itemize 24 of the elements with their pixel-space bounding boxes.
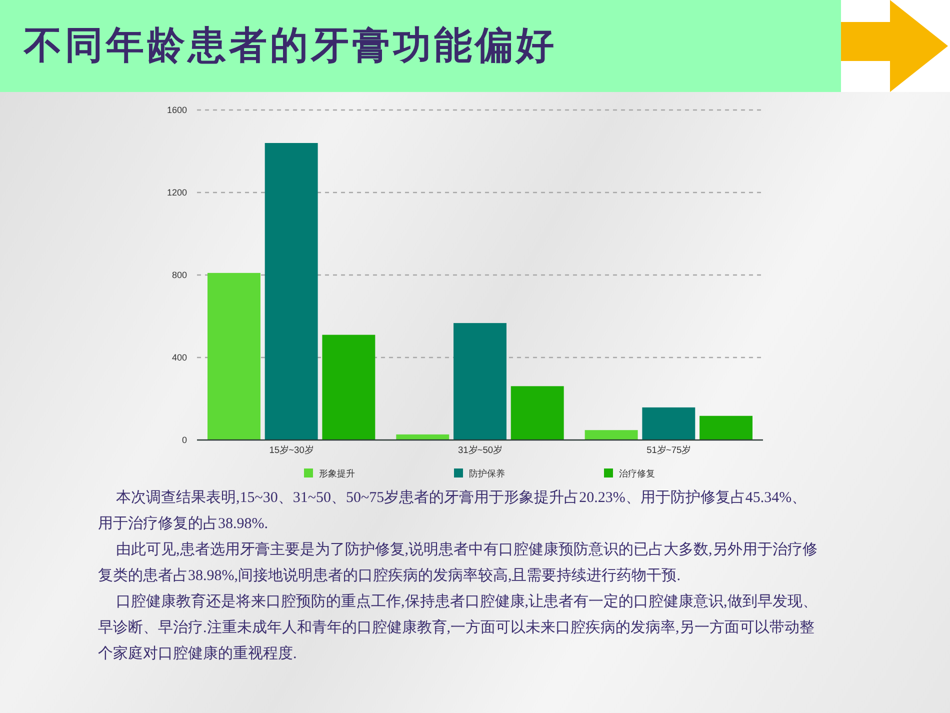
chart-title: 不同年龄患者的牙膏功能偏好 <box>24 24 557 69</box>
text: 本次调查结果表明,15~30、31~50、50~75岁患者的牙膏用于形象提升占20.23%、用于防护修复占45.34%、用于治疗修复的占38.98%. <box>98 488 808 534</box>
x-tick-label: 51岁~75岁 <box>646 445 691 455</box>
x-tick-label: 15岁~30岁 <box>269 445 314 455</box>
y-tick-label: 1600 <box>166 105 187 115</box>
legend-label: 形象提升 <box>319 468 355 478</box>
y-tick-label: 1200 <box>166 188 187 198</box>
bar <box>322 334 376 440</box>
bar <box>208 272 260 440</box>
bar <box>454 323 506 440</box>
bar <box>642 407 696 440</box>
bar <box>584 430 638 440</box>
y-tick-label: 0 <box>182 435 187 445</box>
y-tick-label: 800 <box>172 270 187 280</box>
bar <box>510 386 564 440</box>
text: 口腔健康教育还是将来口腔预防的重点工作,保持患者口腔健康,让患者有一定的口腔健康意识,做到早发现、早诊断、早治疗.注重未成年人和青年的口腔健康教育,一方面可以未来口腔疾病的发病率,另一方面可以带动整个家庭对口腔健康的重视程度. <box>98 592 818 664</box>
y-tick-label: 400 <box>172 352 187 362</box>
legend-label: 防护保养 <box>469 468 505 478</box>
legend-label: 治疗修复 <box>619 468 655 478</box>
bar <box>264 143 318 440</box>
text: 由此可见,患者选用牙膏主要是为了防护修复,说明患者中有口腔健康预防意识的已占大多数,另外用于治疗修复类的患者占38.98%,间接地说明患者的口腔疾病的发病率较高,且需要持续进行药物干预. <box>98 540 818 586</box>
bar <box>396 434 450 440</box>
x-tick-label: 31岁~50岁 <box>458 445 502 455</box>
bar <box>700 416 752 440</box>
